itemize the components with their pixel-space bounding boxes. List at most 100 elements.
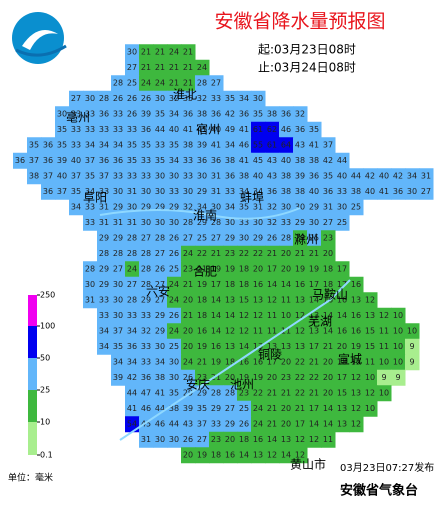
grid-cell [139, 90, 154, 107]
grid-value: 33 [211, 420, 221, 429]
grid-cell [167, 338, 182, 355]
grid-cell [153, 369, 168, 386]
grid-value: 30 [141, 187, 151, 196]
grid-cell [167, 168, 182, 185]
grid-cell [321, 168, 336, 185]
grid-value: 38 [267, 110, 277, 119]
grid-cell [125, 59, 140, 76]
start-time: 起:03月23日08时 [258, 43, 356, 57]
grid-value: 36 [43, 141, 53, 150]
grid-value: 16 [197, 327, 207, 336]
grid-value: 12 [225, 327, 235, 336]
grid-value: 33 [71, 125, 81, 134]
grid-cell [349, 276, 364, 293]
grid-value: 34 [85, 187, 95, 196]
grid-value: 21 [155, 48, 165, 57]
grid-cell [83, 152, 98, 169]
grid-cell [125, 121, 140, 138]
grid-value: 14 [323, 420, 333, 429]
grid-value: 30 [57, 110, 67, 119]
grid-value: 36 [43, 187, 53, 196]
grid-value: 27 [155, 280, 165, 289]
grid-value: 31 [127, 187, 137, 196]
grid-value: 33 [155, 141, 165, 150]
grid-value: 13 [295, 342, 305, 351]
grid-cell [111, 183, 126, 200]
grid-cell [335, 354, 350, 371]
grid-value: 30 [155, 218, 165, 227]
grid-cell [265, 292, 280, 309]
grid-cell [237, 323, 252, 340]
grid-value: 64 [281, 141, 291, 150]
grid-value: 41 [309, 141, 319, 150]
grid-value: 36 [211, 110, 221, 119]
grid-value: 28 [113, 249, 123, 258]
grid-value: 16 [351, 280, 361, 289]
grid-value: 21 [197, 358, 207, 367]
grid-cell [111, 106, 126, 123]
city-label: 马鞍山 [312, 287, 348, 302]
grid-value: 18 [211, 451, 221, 460]
grid-cell [237, 338, 252, 355]
grid-value: 21 [267, 420, 277, 429]
grid-value: 28 [225, 389, 235, 398]
agency: 安徽省气象台 [340, 483, 418, 499]
grid-cell [321, 338, 336, 355]
grid-cell [251, 121, 266, 138]
grid-value: 16 [211, 342, 221, 351]
grid-cell [181, 75, 196, 92]
grid-cell [181, 230, 196, 247]
grid-value: 20 [183, 327, 193, 336]
grid-cell [139, 323, 154, 340]
legend-label: 50 [40, 354, 50, 363]
grid-cell [391, 183, 406, 200]
grid-cell [209, 75, 224, 92]
grid-cell [265, 121, 280, 138]
grid-cell [153, 106, 168, 123]
grid-cell [223, 338, 238, 355]
grid-cell [125, 400, 140, 417]
grid-value: 30 [253, 94, 263, 103]
grid-value: 27 [127, 280, 137, 289]
grid-cell [377, 307, 392, 324]
grid-cell [97, 214, 112, 231]
grid-cell [111, 276, 126, 293]
grid-value: 23 [239, 389, 249, 398]
grid-value: 36 [323, 187, 333, 196]
city-label: 芜湖 [308, 314, 332, 329]
grid-value: 42 [127, 373, 137, 382]
grid-cell [293, 307, 308, 324]
grid-cell [237, 168, 252, 185]
grid-value: 29 [113, 234, 123, 243]
grid-value: 21 [197, 265, 207, 274]
grid-cell [195, 106, 210, 123]
grid-value: 21 [309, 389, 319, 398]
grid-value: 20 [281, 420, 291, 429]
grid-cell [167, 121, 182, 138]
grid-value: 31 [99, 218, 109, 227]
grid-cell [405, 354, 420, 371]
grid-value: 38 [225, 156, 235, 165]
grid-value: 28 [127, 234, 137, 243]
grid-value: 42 [393, 172, 403, 181]
grid-value: 30 [169, 373, 179, 382]
grid-value: 36 [43, 156, 53, 165]
grid-value: 21 [141, 48, 151, 57]
grid-value: 14 [323, 327, 333, 336]
grid-cell [167, 369, 182, 386]
city-label: 六安 [146, 284, 170, 299]
grid-cell [293, 106, 308, 123]
grid-cell [153, 292, 168, 309]
grid-value: 19 [351, 342, 361, 351]
grid-value: 54 [127, 420, 137, 429]
grid-value: 12 [309, 435, 319, 444]
grid-cell [223, 276, 238, 293]
grid-value: 38 [197, 110, 207, 119]
grid-cell [181, 400, 196, 417]
grid-value: 20 [337, 342, 347, 351]
grid-cell [181, 59, 196, 76]
grid-cell [195, 354, 210, 371]
grid-cell [293, 214, 308, 231]
grid-cell [335, 292, 350, 309]
grid-cell [377, 323, 392, 340]
